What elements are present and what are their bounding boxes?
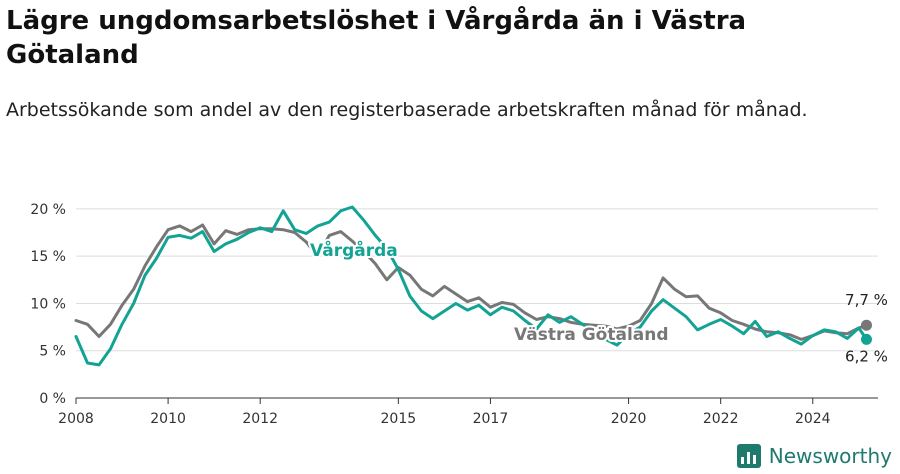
end-value-label: 6,2 %: [845, 347, 888, 365]
end-value-label: 7,7 %: [845, 291, 888, 309]
y-tick-label: 0 %: [39, 391, 66, 407]
x-tick-label: 2010: [150, 411, 186, 427]
y-tick-label: 15 %: [30, 249, 66, 265]
newsworthy-logo-icon: [736, 444, 761, 468]
chart-title: Lägre ungdomsarbetslöshet i Vårgårda än …: [6, 6, 747, 70]
series-lines: [74, 205, 872, 367]
x-tick-label: 2015: [381, 411, 417, 427]
series-name-label: Västra Götaland: [514, 325, 669, 345]
brand: Newsworthy: [736, 444, 892, 468]
x-tick-label: 2020: [611, 411, 647, 427]
brand-name: Newsworthy: [768, 444, 892, 468]
end-point: [860, 319, 872, 331]
y-tick-label: 20 %: [30, 202, 66, 218]
x-tick-label: 2012: [242, 411, 278, 427]
x-tick-label: 2008: [58, 411, 94, 427]
gridlines: [76, 208, 878, 399]
y-tick-label: 10 %: [30, 296, 66, 312]
x-axis: 2008 2010 2012 2015 2017 2020 2022 2024: [58, 398, 831, 427]
series-line: [74, 205, 868, 367]
series-line: [74, 223, 868, 341]
y-axis: 0 % 5 % 10 % 15 % 20 %: [30, 202, 66, 407]
chart-subtitle: Arbetssökande som andel av den registerb…: [6, 99, 808, 121]
x-tick-label: 2024: [795, 411, 831, 427]
x-tick-label: 2022: [703, 411, 739, 427]
end-point: [860, 333, 872, 345]
x-tick-label: 2017: [473, 411, 509, 427]
series-labels: Vårgårda 6,2 % Västra Götaland 7,7 %: [308, 237, 888, 365]
y-tick-label: 5 %: [39, 344, 66, 360]
series-name-label: Vårgårda: [310, 239, 398, 261]
